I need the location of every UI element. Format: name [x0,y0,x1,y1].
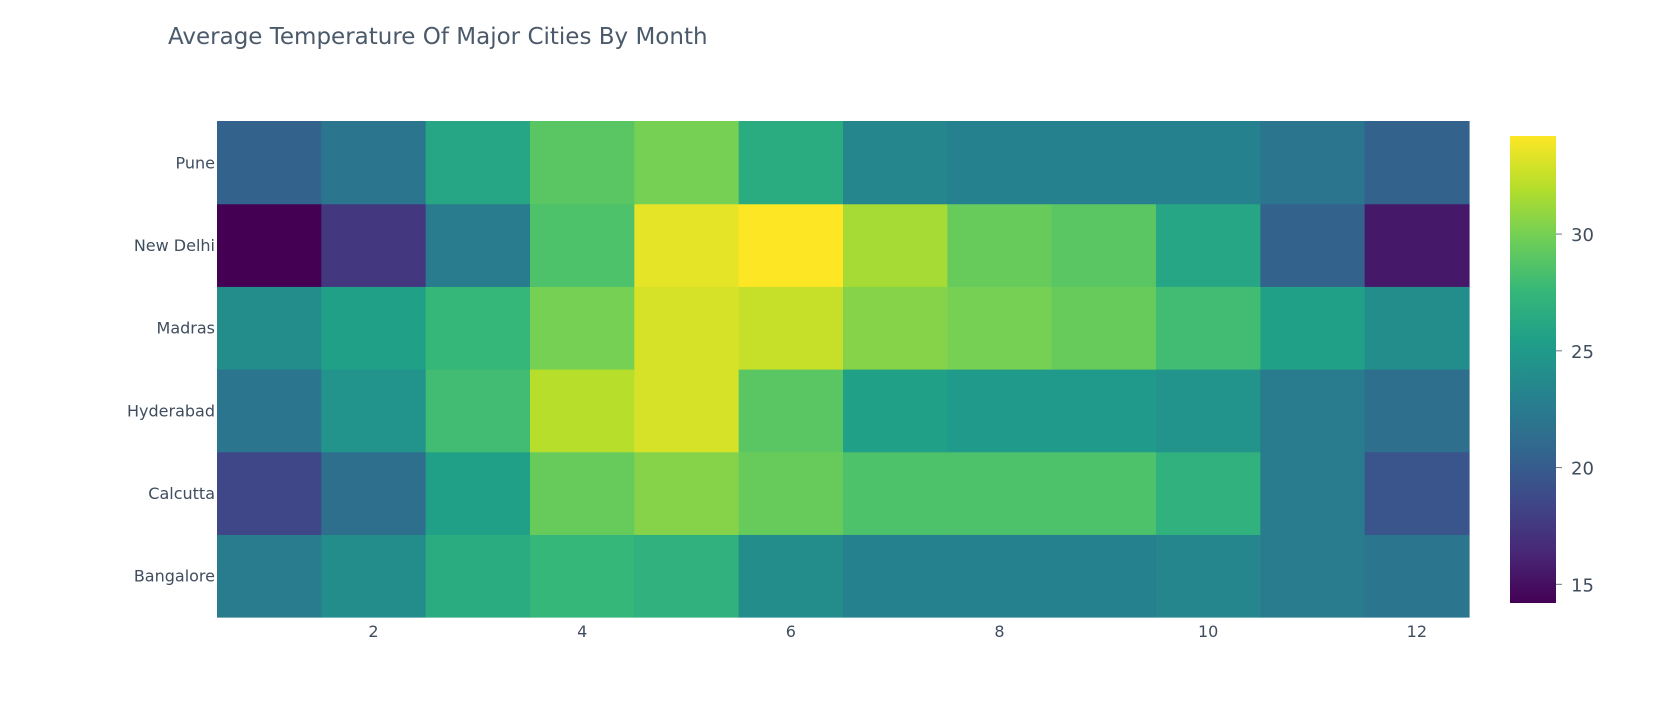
heatmap-cell-new-delhi-1 [217,203,322,287]
heatmap-cell-hyderabad-12 [1364,369,1470,453]
heatmap-cell-pune-5 [634,121,740,205]
y-tick-label: New Delhi [134,236,215,255]
colorbar-tick-label: 30 [1571,225,1594,246]
x-tick-label: 12 [1407,622,1427,641]
x-tick-label: 8 [994,622,1004,641]
heatmap-cell-pune-11 [1260,121,1366,205]
heatmap-cell-pune-4 [530,121,635,205]
heatmap-cell-pune-2 [321,121,427,205]
heatmap-cell-madras-7 [843,286,948,370]
heatmap-cell-bangalore-12 [1364,534,1470,618]
heatmap-cell-bangalore-10 [1156,534,1261,618]
heatmap-cell-madras-9 [1051,286,1157,370]
heatmap-cell-hyderabad-5 [634,369,740,453]
heatmap-cell-new-delhi-6 [738,203,844,287]
colorbar-tick-label: 15 [1571,575,1594,596]
heatmap-cell-madras-1 [217,286,322,370]
heatmap-cell-pune-1 [217,121,322,205]
heatmap-cell-hyderabad-4 [530,369,635,453]
heatmap-cell-bangalore-11 [1260,534,1366,618]
heatmap-cell-pune-10 [1156,121,1261,205]
heatmap-cell-calcutta-5 [634,451,740,535]
heatmap-cell-new-delhi-3 [425,203,531,287]
heatmap-cell-hyderabad-9 [1051,369,1157,453]
heatmap-cell-new-delhi-11 [1260,203,1366,287]
heatmap-cell-madras-3 [425,286,531,370]
y-tick-label: Bangalore [134,567,215,586]
colorbar-gradient [1510,136,1556,603]
heatmap-cell-new-delhi-5 [634,203,740,287]
heatmap-cell-new-delhi-10 [1156,203,1261,287]
x-tick-label: 10 [1198,622,1218,641]
heatmap-cell-calcutta-10 [1156,451,1261,535]
heatmap-cell-madras-8 [947,286,1053,370]
heatmap-cell-hyderabad-10 [1156,369,1261,453]
heatmap-cell-pune-7 [843,121,948,205]
heatmap-cell-bangalore-7 [843,534,948,618]
heatmap-cell-pune-9 [1051,121,1157,205]
heatmap-cell-new-delhi-2 [321,203,427,287]
heatmap-cell-bangalore-9 [1051,534,1157,618]
heatmap-cell-hyderabad-1 [217,369,322,453]
heatmap-cell-pune-3 [425,121,531,205]
heatmap-cell-madras-6 [738,286,844,370]
x-tick-label: 2 [368,622,378,641]
y-axis-labels: Bangalore Calcutta Hyderabad Madras New Delh… [127,153,215,585]
y-tick-label: Pune [176,153,216,172]
heatmap-cell-madras-10 [1156,286,1261,370]
heatmap-cell-bangalore-4 [530,534,635,618]
heatmap-cell-calcutta-12 [1364,451,1470,535]
x-tick-label: 6 [786,622,796,641]
heatmap-cell-calcutta-7 [843,451,948,535]
heatmap-cell-hyderabad-7 [843,369,948,453]
heatmap-cell-bangalore-6 [738,534,844,618]
heatmap-cell-madras-4 [530,286,635,370]
y-tick-label: Hyderabad [127,401,215,420]
heatmap-cell-calcutta-3 [425,451,531,535]
heatmap-cell-pune-12 [1364,121,1470,205]
heatmap-cell-bangalore-1 [217,534,322,618]
heatmap-cell-bangalore-8 [947,534,1053,618]
y-tick-label: Calcutta [148,484,215,503]
heatmap-cell-madras-12 [1364,286,1470,370]
heatmap-cell-calcutta-1 [217,451,322,535]
colorbar: 15 20 25 30 [1510,136,1594,603]
heatmap-cell-calcutta-6 [738,451,844,535]
heatmap-cell-bangalore-2 [321,534,427,618]
heatmap-cell-calcutta-11 [1260,451,1366,535]
heatmap-cells [217,121,1470,618]
heatmap-cell-madras-11 [1260,286,1366,370]
heatmap-cell-calcutta-8 [947,451,1053,535]
heatmap-cell-new-delhi-7 [843,203,948,287]
heatmap-cell-pune-6 [738,121,844,205]
chart-title: Average Temperature Of Major Cities By M… [168,24,708,50]
x-axis-labels: 2 4 6 8 10 12 [368,622,1427,641]
y-tick-label: Madras [157,319,215,338]
heatmap-cell-pune-8 [947,121,1053,205]
heatmap-cell-calcutta-9 [1051,451,1157,535]
heatmap-cell-new-delhi-8 [947,203,1053,287]
heatmap-cell-hyderabad-11 [1260,369,1366,453]
heatmap-cell-new-delhi-9 [1051,203,1157,287]
heatmap-cell-hyderabad-3 [425,369,531,453]
heatmap-cell-hyderabad-2 [321,369,427,453]
x-tick-label: 4 [577,622,587,641]
heatmap-cell-calcutta-2 [321,451,427,535]
colorbar-tick-label: 25 [1571,342,1594,363]
colorbar-tick-label: 20 [1571,459,1594,480]
heatmap-cell-new-delhi-12 [1364,203,1470,287]
heatmap-cell-bangalore-3 [425,534,531,618]
heatmap-cell-bangalore-5 [634,534,740,618]
heatmap-cell-calcutta-4 [530,451,635,535]
heatmap-cell-new-delhi-4 [530,203,635,287]
heatmap-cell-madras-5 [634,286,740,370]
heatmap-cell-madras-2 [321,286,427,370]
heatmap-cell-hyderabad-8 [947,369,1053,453]
heatmap-cell-hyderabad-6 [738,369,844,453]
